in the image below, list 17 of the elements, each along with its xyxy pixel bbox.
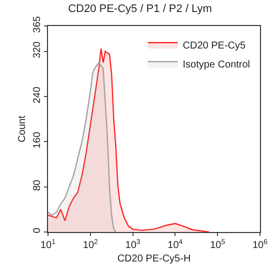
chart-title: CD20 PE-Cy5 / P1 / P2 / Lym <box>68 2 212 15</box>
legend-label: CD20 PE-Cy5 <box>182 40 246 52</box>
x-tick-label: 10$^{4}$ <box>168 238 183 251</box>
y-axis-title: Count <box>17 115 28 142</box>
y-tick-label: 160 <box>32 131 43 149</box>
y-tick-label: 365 <box>32 16 43 33</box>
y-tick-label: 240 <box>32 86 43 104</box>
y-tick-label: 0 <box>32 227 43 234</box>
x-tick-label: 10$^{3}$ <box>125 238 140 251</box>
y-tick-label: 320 <box>32 41 43 58</box>
x-tick-label: 10$^{6}$ <box>252 238 268 251</box>
x-tick-label: 10$^{1}$ <box>40 238 56 251</box>
x-axis-title: CD20 PE-Cy5-H <box>117 254 191 264</box>
y-tick-label: 80 <box>32 179 43 191</box>
x-tick-label: 10$^{5}$ <box>210 238 226 251</box>
legend-label: Isotype Control <box>182 60 250 71</box>
x-tick-label: 10$^{2}$ <box>82 238 98 251</box>
